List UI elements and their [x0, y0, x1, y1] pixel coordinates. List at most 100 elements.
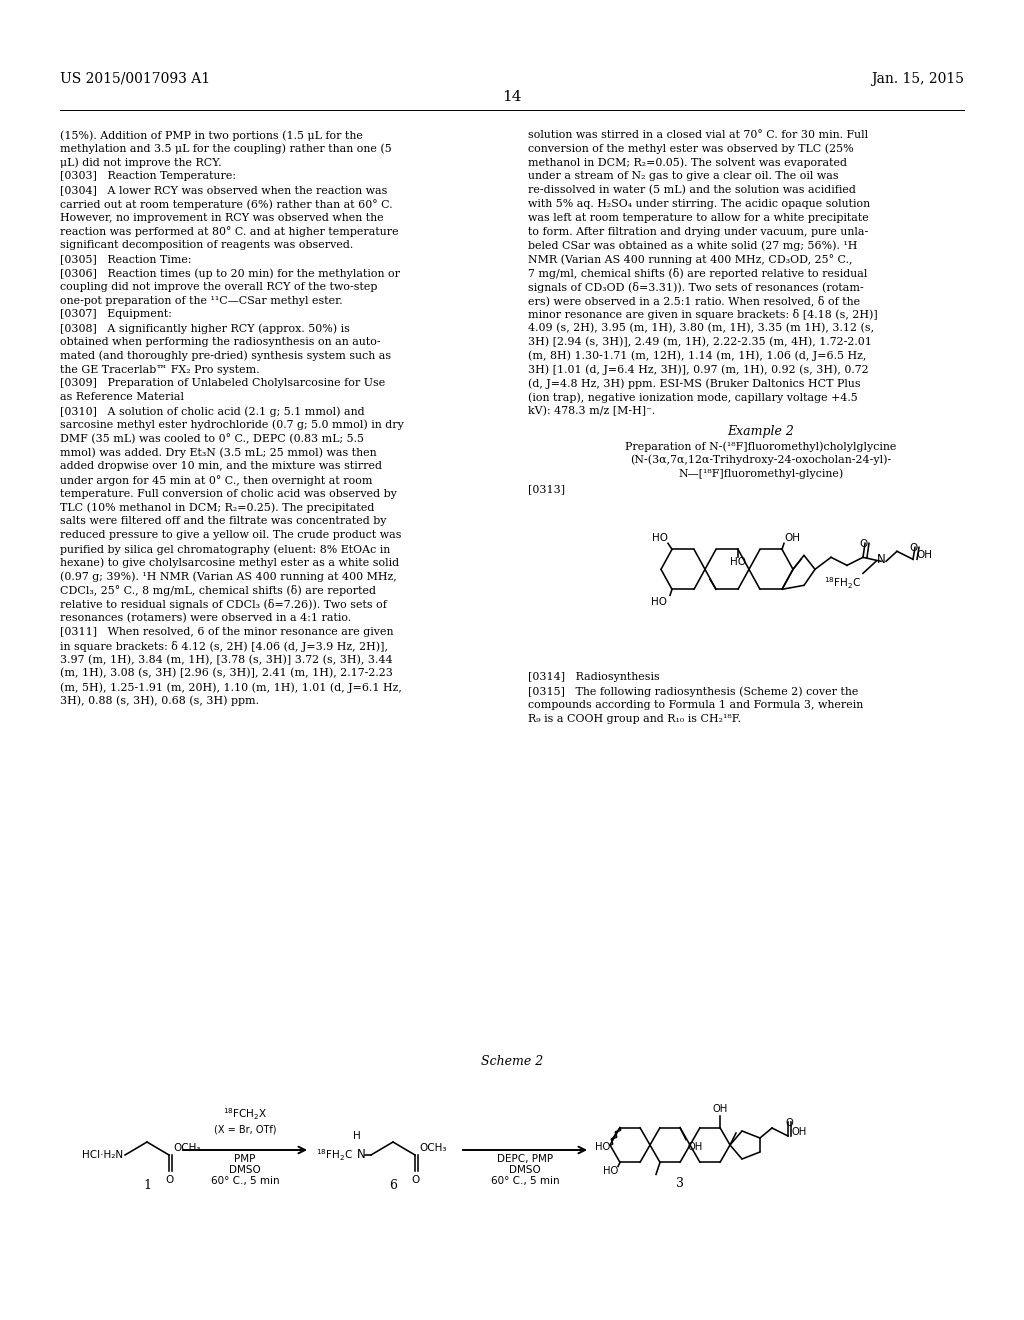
Text: OH: OH	[791, 1127, 806, 1137]
Text: HO: HO	[652, 533, 668, 544]
Text: hexane) to give cholylsarcosine methyl ester as a white solid: hexane) to give cholylsarcosine methyl e…	[60, 558, 399, 569]
Text: However, no improvement in RCY was observed when the: However, no improvement in RCY was obser…	[60, 213, 384, 223]
Text: OH: OH	[713, 1104, 728, 1114]
Text: [0307]   Equipment:: [0307] Equipment:	[60, 309, 172, 319]
Text: [0315]   The following radiosynthesis (Scheme 2) cover the: [0315] The following radiosynthesis (Sch…	[528, 686, 858, 697]
Text: in square brackets: δ 4.12 (s, 2H) [4.06 (d, J=3.9 Hz, 2H)],: in square brackets: δ 4.12 (s, 2H) [4.06…	[60, 640, 388, 652]
Text: re-dissolved in water (5 mL) and the solution was acidified: re-dissolved in water (5 mL) and the sol…	[528, 185, 856, 195]
Text: OCH₃: OCH₃	[419, 1143, 446, 1152]
Text: obtained when performing the radiosynthesis on an auto-: obtained when performing the radiosynthe…	[60, 337, 381, 347]
Text: (0.97 g; 39%). ¹H NMR (Varian AS 400 running at 400 MHz,: (0.97 g; 39%). ¹H NMR (Varian AS 400 run…	[60, 572, 396, 582]
Text: 1: 1	[143, 1179, 151, 1192]
Text: with 5% aq. H₂SO₄ under stirring. The acidic opaque solution: with 5% aq. H₂SO₄ under stirring. The ac…	[528, 199, 870, 209]
Text: salts were filtered off and the filtrate was concentrated by: salts were filtered off and the filtrate…	[60, 516, 386, 527]
Text: OCH₃: OCH₃	[173, 1143, 201, 1152]
Text: sarcosine methyl ester hydrochloride (0.7 g; 5.0 mmol) in dry: sarcosine methyl ester hydrochloride (0.…	[60, 420, 403, 430]
Text: (X = Br, OTf): (X = Br, OTf)	[214, 1125, 276, 1134]
Text: to form. After filtration and drying under vacuum, pure unla-: to form. After filtration and drying und…	[528, 227, 868, 236]
Text: DMSO: DMSO	[229, 1166, 261, 1175]
Text: coupling did not improve the overall RCY of the two-step: coupling did not improve the overall RCY…	[60, 281, 378, 292]
Text: (m, 1H), 3.08 (s, 3H) [2.96 (s, 3H)], 2.41 (m, 1H), 2.17-2.23: (m, 1H), 3.08 (s, 3H) [2.96 (s, 3H)], 2.…	[60, 668, 393, 678]
Text: DMSO: DMSO	[509, 1166, 541, 1175]
Text: (d, J=4.8 Hz, 3H) ppm. ESI-MS (Bruker Daltonics HCT Plus: (d, J=4.8 Hz, 3H) ppm. ESI-MS (Bruker Da…	[528, 379, 860, 389]
Text: one-pot preparation of the ¹¹C—CSar methyl ester.: one-pot preparation of the ¹¹C—CSar meth…	[60, 296, 343, 306]
Text: purified by silica gel chromatography (eluent: 8% EtOAc in: purified by silica gel chromatography (e…	[60, 544, 390, 554]
Text: HO: HO	[603, 1167, 618, 1176]
Text: carried out at room temperature (6%) rather than at 60° C.: carried out at room temperature (6%) rat…	[60, 199, 392, 210]
Text: PMP: PMP	[234, 1154, 256, 1164]
Text: mated (and thoroughly pre-dried) synthesis system such as: mated (and thoroughly pre-dried) synthes…	[60, 351, 391, 362]
Text: $^{18}$FH$_2$C: $^{18}$FH$_2$C	[315, 1147, 353, 1163]
Text: added dropwise over 10 min, and the mixture was stirred: added dropwise over 10 min, and the mixt…	[60, 461, 382, 471]
Text: mmol) was added. Dry Et₃N (3.5 mL; 25 mmol) was then: mmol) was added. Dry Et₃N (3.5 mL; 25 mm…	[60, 447, 377, 458]
Text: (m, 5H), 1.25-1.91 (m, 20H), 1.10 (m, 1H), 1.01 (d, J=6.1 Hz,: (m, 5H), 1.25-1.91 (m, 20H), 1.10 (m, 1H…	[60, 682, 401, 693]
Text: HO: HO	[595, 1142, 610, 1151]
Text: 14: 14	[502, 90, 522, 104]
Text: was left at room temperature to allow for a white precipitate: was left at room temperature to allow fo…	[528, 213, 868, 223]
Text: 3H), 0.88 (s, 3H), 0.68 (s, 3H) ppm.: 3H), 0.88 (s, 3H), 0.68 (s, 3H) ppm.	[60, 696, 259, 706]
Text: 3H) [2.94 (s, 3H)], 2.49 (m, 1H), 2.22-2.35 (m, 4H), 1.72-2.01: 3H) [2.94 (s, 3H)], 2.49 (m, 1H), 2.22-2…	[528, 337, 871, 347]
Text: 4.09 (s, 2H), 3.95 (m, 1H), 3.80 (m, 1H), 3.35 (m 1H), 3.12 (s,: 4.09 (s, 2H), 3.95 (m, 1H), 3.80 (m, 1H)…	[528, 323, 874, 334]
Text: NMR (Varian AS 400 running at 400 MHz, CD₃OD, 25° C.,: NMR (Varian AS 400 running at 400 MHz, C…	[528, 255, 853, 265]
Text: R₉ is a COOH group and R₁₀ is CH₂¹⁸F.: R₉ is a COOH group and R₁₀ is CH₂¹⁸F.	[528, 714, 741, 723]
Text: O: O	[785, 1118, 793, 1129]
Text: [0309]   Preparation of Unlabeled Cholylsarcosine for Use: [0309] Preparation of Unlabeled Cholylsa…	[60, 379, 385, 388]
Text: OH: OH	[784, 533, 800, 544]
Text: (ion trap), negative ionization mode, capillary voltage +4.5: (ion trap), negative ionization mode, ca…	[528, 392, 858, 403]
Text: OH: OH	[916, 550, 932, 560]
Text: ers) were observed in a 2.5:1 ratio. When resolved, δ of the: ers) were observed in a 2.5:1 ratio. Whe…	[528, 296, 860, 306]
Text: HO: HO	[651, 598, 667, 607]
Text: Scheme 2: Scheme 2	[481, 1055, 543, 1068]
Text: 6: 6	[389, 1179, 397, 1192]
Text: 3.97 (m, 1H), 3.84 (m, 1H), [3.78 (s, 3H)] 3.72 (s, 3H), 3.44: 3.97 (m, 1H), 3.84 (m, 1H), [3.78 (s, 3H…	[60, 655, 392, 665]
Text: μL) did not improve the RCY.: μL) did not improve the RCY.	[60, 157, 221, 168]
Text: (N-(3α,7α,12α-Trihydroxy-24-oxocholan-24-yl)-: (N-(3α,7α,12α-Trihydroxy-24-oxocholan-24…	[631, 455, 892, 466]
Text: [0313]: [0313]	[528, 484, 565, 495]
Text: Example 2: Example 2	[728, 425, 795, 438]
Text: N—[¹⁸F]fluoromethyl-glycine): N—[¹⁸F]fluoromethyl-glycine)	[678, 469, 844, 479]
Text: 60° C., 5 min: 60° C., 5 min	[211, 1176, 280, 1185]
Text: 60° C., 5 min: 60° C., 5 min	[490, 1176, 559, 1185]
Text: (m, 8H) 1.30-1.71 (m, 12H), 1.14 (m, 1H), 1.06 (d, J=6.5 Hz,: (m, 8H) 1.30-1.71 (m, 12H), 1.14 (m, 1H)…	[528, 351, 866, 362]
Text: conversion of the methyl ester was observed by TLC (25%: conversion of the methyl ester was obser…	[528, 144, 854, 154]
Text: [0314]   Radiosynthesis: [0314] Radiosynthesis	[528, 672, 659, 682]
Text: O: O	[412, 1175, 420, 1185]
Text: N: N	[357, 1148, 366, 1162]
Text: kV): 478.3 m/z [M-H]⁻.: kV): 478.3 m/z [M-H]⁻.	[528, 407, 655, 416]
Text: DEPC, PMP: DEPC, PMP	[497, 1154, 553, 1164]
Text: O: O	[860, 540, 868, 549]
Text: [0311]   When resolved, 6 of the minor resonance are given: [0311] When resolved, 6 of the minor res…	[60, 627, 393, 636]
Text: reduced pressure to give a yellow oil. The crude product was: reduced pressure to give a yellow oil. T…	[60, 531, 401, 540]
Text: CDCl₃, 25° C., 8 mg/mL, chemical shifts (δ) are reported: CDCl₃, 25° C., 8 mg/mL, chemical shifts …	[60, 585, 376, 597]
Text: relative to residual signals of CDCl₃ (δ=7.26)). Two sets of: relative to residual signals of CDCl₃ (δ…	[60, 599, 387, 610]
Text: HO: HO	[730, 557, 746, 568]
Text: under a stream of N₂ gas to give a clear oil. The oil was: under a stream of N₂ gas to give a clear…	[528, 172, 839, 181]
Text: $^{18}$FCH$_2$X: $^{18}$FCH$_2$X	[223, 1106, 267, 1122]
Text: the GE Tracerlab™ FX₂ Pro system.: the GE Tracerlab™ FX₂ Pro system.	[60, 364, 260, 375]
Text: Preparation of N-(¹⁸F]fluoromethyl)cholylglycine: Preparation of N-(¹⁸F]fluoromethyl)choly…	[626, 441, 897, 451]
Text: N: N	[877, 553, 886, 566]
Text: temperature. Full conversion of cholic acid was observed by: temperature. Full conversion of cholic a…	[60, 488, 397, 499]
Text: reaction was performed at 80° C. and at higher temperature: reaction was performed at 80° C. and at …	[60, 227, 398, 238]
Text: DMF (35 mL) was cooled to 0° C., DEPC (0.83 mL; 5.5: DMF (35 mL) was cooled to 0° C., DEPC (0…	[60, 433, 364, 445]
Text: OH: OH	[688, 1142, 703, 1151]
Text: 3H) [1.01 (d, J=6.4 Hz, 3H)], 0.97 (m, 1H), 0.92 (s, 3H), 0.72: 3H) [1.01 (d, J=6.4 Hz, 3H)], 0.97 (m, 1…	[528, 364, 868, 375]
Text: TLC (10% methanol in DCM; R₂=0.25). The precipitated: TLC (10% methanol in DCM; R₂=0.25). The …	[60, 503, 375, 513]
Text: [0310]   A solution of cholic acid (2.1 g; 5.1 mmol) and: [0310] A solution of cholic acid (2.1 g;…	[60, 407, 365, 417]
Text: under argon for 45 min at 0° C., then overnight at room: under argon for 45 min at 0° C., then ov…	[60, 475, 373, 486]
Text: 7 mg/ml, chemical shifts (δ) are reported relative to residual: 7 mg/ml, chemical shifts (δ) are reporte…	[528, 268, 867, 279]
Text: methylation and 3.5 μL for the coupling) rather than one (5: methylation and 3.5 μL for the coupling)…	[60, 144, 392, 154]
Text: US 2015/0017093 A1: US 2015/0017093 A1	[60, 73, 210, 86]
Text: H: H	[353, 1131, 360, 1140]
Text: significant decomposition of reagents was observed.: significant decomposition of reagents wa…	[60, 240, 353, 251]
Text: [0305]   Reaction Time:: [0305] Reaction Time:	[60, 255, 191, 264]
Text: methanol in DCM; R₂=0.05). The solvent was evaporated: methanol in DCM; R₂=0.05). The solvent w…	[528, 157, 847, 168]
Text: O: O	[910, 544, 919, 553]
Text: compounds according to Formula 1 and Formula 3, wherein: compounds according to Formula 1 and For…	[528, 700, 863, 710]
Text: 3: 3	[676, 1177, 684, 1191]
Text: resonances (rotamers) were observed in a 4:1 ratio.: resonances (rotamers) were observed in a…	[60, 612, 351, 623]
Text: minor resonance are given in square brackets: δ [4.18 (s, 2H)]: minor resonance are given in square brac…	[528, 309, 878, 321]
Text: Jan. 15, 2015: Jan. 15, 2015	[871, 73, 964, 86]
Text: as Reference Material: as Reference Material	[60, 392, 184, 403]
Text: $^{18}$FH$_2$C: $^{18}$FH$_2$C	[824, 576, 861, 591]
